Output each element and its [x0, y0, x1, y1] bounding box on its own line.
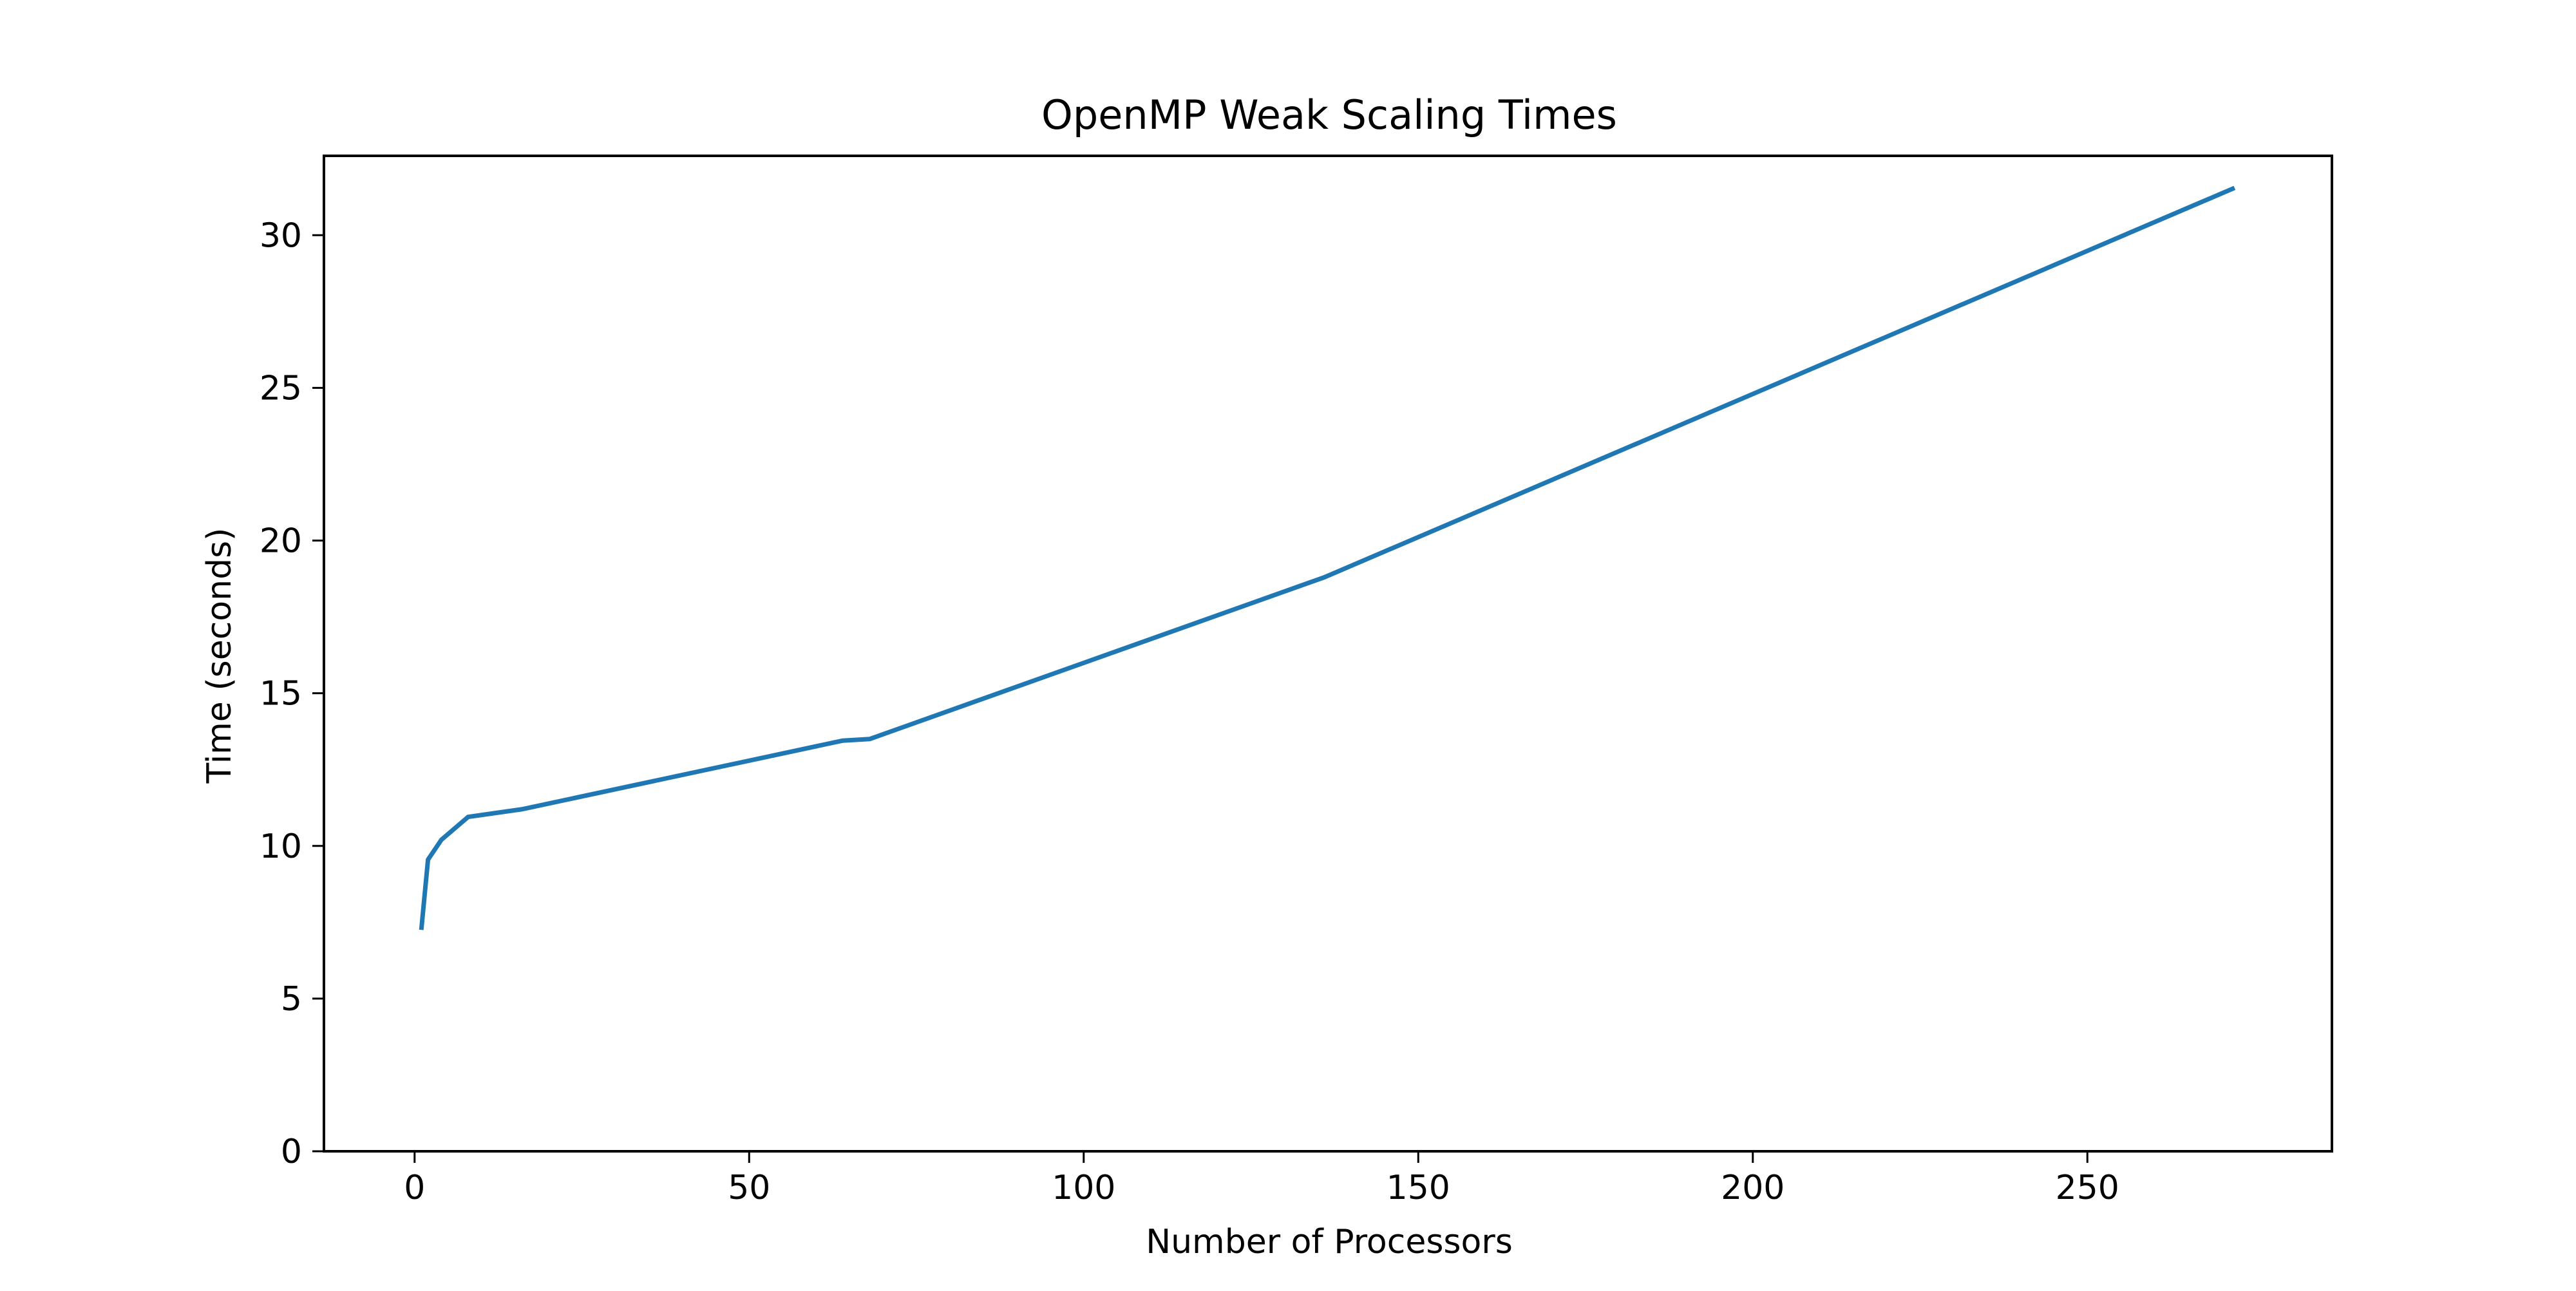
- x-axis-label: Number of Processors: [1146, 1223, 1513, 1261]
- data-series: [419, 185, 2236, 930]
- y-tick-label: 30: [260, 216, 302, 255]
- y-tick-label: 15: [260, 675, 302, 713]
- axis-ticks: 0 50 100 150 200 250 0 5 10 15 20 25 30: [260, 216, 2119, 1207]
- x-tick-label: 50: [728, 1169, 770, 1207]
- chart-title: OpenMP Weak Scaling Times: [1041, 91, 1617, 138]
- x-tick-label: 150: [1387, 1169, 1450, 1207]
- x-tick-label: 0: [404, 1169, 425, 1207]
- y-tick-label: 10: [260, 827, 302, 866]
- series-line: [419, 185, 2236, 930]
- y-tick-label: 20: [260, 522, 302, 561]
- x-tick-label: 250: [2056, 1169, 2119, 1207]
- plot-area-frame: [323, 155, 2333, 1153]
- y-tick-label: 5: [281, 980, 302, 1019]
- y-axis-label: Time (seconds): [200, 528, 239, 784]
- y-tick-label: 0: [281, 1133, 302, 1171]
- x-tick-label: 200: [1721, 1169, 1785, 1207]
- y-tick-label: 25: [260, 369, 302, 408]
- x-tick-label: 100: [1052, 1169, 1115, 1207]
